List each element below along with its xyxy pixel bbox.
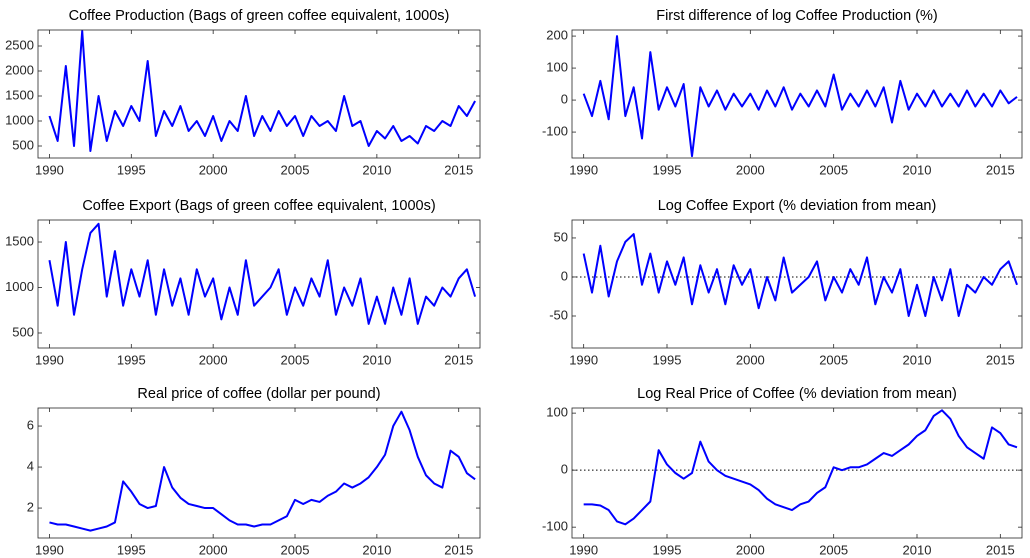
y-tick-label: -50 [549,307,568,322]
x-tick-label: 2010 [903,162,932,177]
axes-frame [571,407,1023,539]
x-tick-label: 2000 [736,162,765,177]
y-tick-label: 1000 [5,112,34,127]
axes-frame [37,407,481,539]
panel: First difference of log Coffee Productio… [542,8,1023,177]
data-line [582,233,1018,317]
x-tick-label: 2000 [199,542,228,557]
plot-area [582,35,1018,158]
axes-frame [571,219,1023,349]
x-tick-label: 2015 [444,162,473,177]
data-line [49,410,476,532]
x-tick-label: 2010 [903,542,932,557]
y-tick-label: 1000 [5,279,34,294]
x-tick-label: 1995 [117,542,146,557]
chart-title: First difference of log Coffee Productio… [656,8,938,24]
x-tick-label: 2015 [444,352,473,367]
y-tick-label: 2500 [5,37,34,52]
data-line [48,30,476,152]
x-tick-label: 2010 [362,162,391,177]
x-tick-label: 1995 [117,352,146,367]
x-tick-label: 1990 [569,162,598,177]
x-tick-label: 1990 [569,352,598,367]
data-line [583,409,1018,526]
x-tick-label: 1990 [35,542,64,557]
y-tick-label: 100 [546,60,568,75]
panel: Coffee Production (Bags of green coffee … [5,8,481,177]
y-tick-label: 2000 [5,62,34,77]
x-tick-label: 2015 [986,352,1015,367]
y-tick-label: 2 [27,500,34,515]
x-tick-label: 1995 [117,162,146,177]
x-tick-label: 1990 [35,352,64,367]
x-tick-label: 2010 [903,352,932,367]
chart-title: Coffee Production (Bags of green coffee … [69,8,450,24]
x-tick-label: 1995 [653,162,682,177]
y-tick-label: 0 [561,462,568,477]
y-tick-label: -100 [542,519,568,534]
plot-area [572,409,1022,526]
y-tick-label: 50 [554,229,568,244]
y-tick-label: 500 [12,137,34,152]
data-line [48,222,477,325]
plot-area [48,222,477,325]
x-tick-label: 2005 [819,352,848,367]
y-tick-label: 0 [561,92,568,107]
x-tick-label: 1995 [653,542,682,557]
x-tick-label: 2000 [199,162,228,177]
axes-frame [37,29,481,159]
chart-title: Real price of coffee (dollar per pound) [137,386,380,402]
y-tick-label: 500 [12,324,34,339]
plot-area [572,233,1022,317]
x-tick-label: 1995 [653,352,682,367]
y-tick-label: 1500 [5,87,34,102]
y-tick-label: -100 [542,124,568,139]
x-tick-label: 1990 [569,542,598,557]
chart-title: Coffee Export (Bags of green coffee equi… [82,198,435,214]
x-tick-label: 2000 [199,352,228,367]
panel: Coffee Export (Bags of green coffee equi… [5,198,481,367]
data-line [582,35,1018,158]
plot-area [48,30,476,152]
y-tick-label: 6 [27,417,34,432]
x-tick-label: 2005 [281,542,310,557]
y-tick-label: 4 [27,458,34,473]
x-tick-label: 2005 [819,542,848,557]
panel: Real price of coffee (dollar per pound) 1… [27,386,481,557]
axes-frame [571,29,1023,159]
y-tick-label: 0 [561,268,568,283]
y-tick-label: 100 [546,405,568,420]
x-tick-label: 1990 [35,162,64,177]
x-tick-label: 2015 [986,162,1015,177]
panel: Log Coffee Export (% deviation from mean… [549,198,1023,367]
x-tick-label: 2015 [986,542,1015,557]
chart-title: Log Coffee Export (% deviation from mean… [658,198,937,214]
x-tick-label: 2005 [819,162,848,177]
x-tick-label: 2000 [736,352,765,367]
x-tick-label: 2005 [281,162,310,177]
x-tick-label: 2005 [281,352,310,367]
x-tick-label: 2010 [362,352,391,367]
chart-title: Log Real Price of Coffee (% deviation fr… [637,386,957,402]
x-tick-label: 2010 [362,542,391,557]
y-tick-label: 200 [546,28,568,43]
x-tick-label: 2015 [444,542,473,557]
y-tick-label: 1500 [5,233,34,248]
axes-frame [37,219,481,349]
panel: Log Real Price of Coffee (% deviation fr… [542,386,1023,557]
plot-area [49,410,476,532]
x-tick-label: 2000 [736,542,765,557]
